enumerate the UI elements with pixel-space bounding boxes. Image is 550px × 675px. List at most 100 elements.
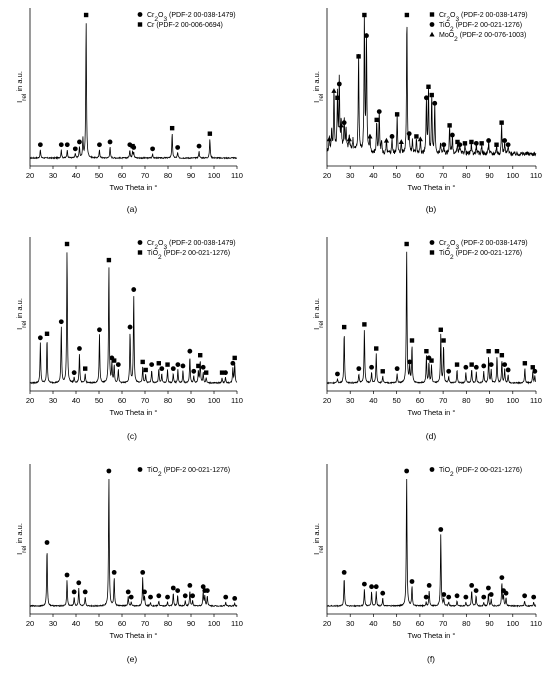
square-marker xyxy=(499,120,503,124)
legend-label: Cr (PDF-2 00-006-0694) xyxy=(147,22,223,29)
triangle-marker xyxy=(331,88,336,93)
square-marker xyxy=(157,361,161,365)
x-tick-label: 90 xyxy=(485,171,493,180)
square-marker xyxy=(441,338,445,342)
square-marker xyxy=(429,358,433,362)
legend-label: TiO2 (PDF-2 00-021-1276) xyxy=(439,22,522,33)
xrd-panel-a: 20 30 40 50 60 70 80 90 100 110 Two Theta in ° Irel… xyxy=(15,8,243,214)
square-marker xyxy=(138,22,142,26)
circle-marker xyxy=(342,570,347,575)
diffraction-pattern xyxy=(327,479,536,606)
x-tick-label: 90 xyxy=(485,396,493,405)
x-tick-label: 100 xyxy=(507,396,520,405)
y-axis-label: Irel in a.u. xyxy=(312,523,325,555)
x-tick-label: 90 xyxy=(187,396,195,405)
circle-marker xyxy=(377,109,382,114)
triangle-marker xyxy=(429,32,434,37)
circle-marker xyxy=(502,138,507,143)
x-tick-label: 20 xyxy=(26,171,34,180)
circle-marker xyxy=(441,142,446,147)
circle-marker xyxy=(97,327,102,332)
circle-marker xyxy=(430,240,435,245)
circle-marker xyxy=(108,140,113,145)
square-marker xyxy=(342,325,346,329)
legend-entry: Cr2O3 (PDF-2 00-038-1479) xyxy=(138,240,236,251)
circle-marker xyxy=(463,595,468,600)
square-marker xyxy=(479,141,483,145)
square-marker xyxy=(381,369,385,373)
circle-marker xyxy=(223,595,228,600)
circle-marker xyxy=(128,325,133,330)
y-axis-label: Irel in a.u. xyxy=(312,71,325,103)
circle-marker xyxy=(223,370,228,375)
circle-marker xyxy=(156,593,161,598)
circle-marker xyxy=(187,349,192,354)
legend-entry: TiO2 (PDF-2 00-021-1276) xyxy=(138,467,231,478)
circle-marker xyxy=(390,134,395,139)
legend-entry: TiO2 (PDF-2 00-021-1276) xyxy=(430,250,522,261)
square-marker xyxy=(165,362,169,366)
x-tick-label: 50 xyxy=(392,619,400,628)
circle-marker xyxy=(455,593,460,598)
legend-label: Cr2O3 (PDF-2 00-038-1479) xyxy=(439,12,528,23)
circle-marker xyxy=(438,527,443,532)
square-marker xyxy=(405,13,409,17)
x-tick-label: 50 xyxy=(95,396,103,405)
x-tick-label: 70 xyxy=(439,396,447,405)
circle-marker xyxy=(77,140,82,145)
circle-marker xyxy=(165,595,170,600)
xrd-panel-d: 20 30 40 50 60 70 80 90 100 110 Two Theta in ° Irel… xyxy=(312,237,542,441)
circle-marker xyxy=(138,12,143,17)
x-tick-label: 110 xyxy=(231,396,243,405)
y-axis-label: Irel in a.u. xyxy=(15,298,28,330)
x-tick-label: 70 xyxy=(439,619,447,628)
circle-marker xyxy=(369,584,374,589)
legend-entry: MoO2 (PDF-2 00-076-1003) xyxy=(429,32,526,43)
x-tick-label: 110 xyxy=(231,171,243,180)
circle-marker xyxy=(474,141,479,146)
circle-marker xyxy=(474,365,479,370)
circle-marker xyxy=(38,335,43,340)
panel-caption: (a) xyxy=(127,204,138,214)
circle-marker xyxy=(410,579,415,584)
x-axis-label: Two Theta in ° xyxy=(408,631,456,640)
x-tick-label: 30 xyxy=(346,171,354,180)
circle-marker xyxy=(469,583,474,588)
circle-marker xyxy=(362,582,367,587)
x-tick-label: 70 xyxy=(439,171,447,180)
circle-marker xyxy=(474,588,479,593)
square-marker xyxy=(455,362,459,366)
x-tick-label: 50 xyxy=(392,171,400,180)
square-marker xyxy=(531,365,535,369)
x-tick-label: 50 xyxy=(392,396,400,405)
square-marker xyxy=(430,250,434,254)
diffraction-pattern xyxy=(30,23,237,158)
circle-marker xyxy=(149,362,154,367)
legend-label: Cr2O3 (PDF-2 00-038-1479) xyxy=(439,240,528,251)
square-marker xyxy=(447,123,451,127)
square-marker xyxy=(463,141,467,145)
circle-marker xyxy=(486,586,491,591)
circle-marker xyxy=(337,82,342,87)
circle-marker xyxy=(424,95,429,100)
circle-marker xyxy=(190,593,195,598)
x-tick-label: 20 xyxy=(26,619,34,628)
circle-marker xyxy=(131,287,136,292)
x-tick-label: 100 xyxy=(208,171,221,180)
square-marker xyxy=(107,258,111,262)
x-tick-label: 50 xyxy=(95,619,103,628)
circle-marker xyxy=(126,590,131,595)
x-tick-label: 70 xyxy=(141,619,149,628)
square-marker xyxy=(83,366,87,370)
square-marker xyxy=(495,349,499,353)
x-tick-label: 60 xyxy=(118,396,126,405)
square-marker xyxy=(335,96,339,100)
x-tick-label: 30 xyxy=(49,619,57,628)
xrd-panel-b: 20 30 40 50 60 70 80 90 100 110 Two Theta in ° Irel… xyxy=(312,8,542,214)
panel-caption: (f) xyxy=(427,654,435,664)
square-marker xyxy=(138,250,142,254)
x-tick-label: 40 xyxy=(369,396,377,405)
square-marker xyxy=(198,353,202,357)
x-axis-label: Two Theta in ° xyxy=(408,408,456,417)
circle-marker xyxy=(138,240,143,245)
